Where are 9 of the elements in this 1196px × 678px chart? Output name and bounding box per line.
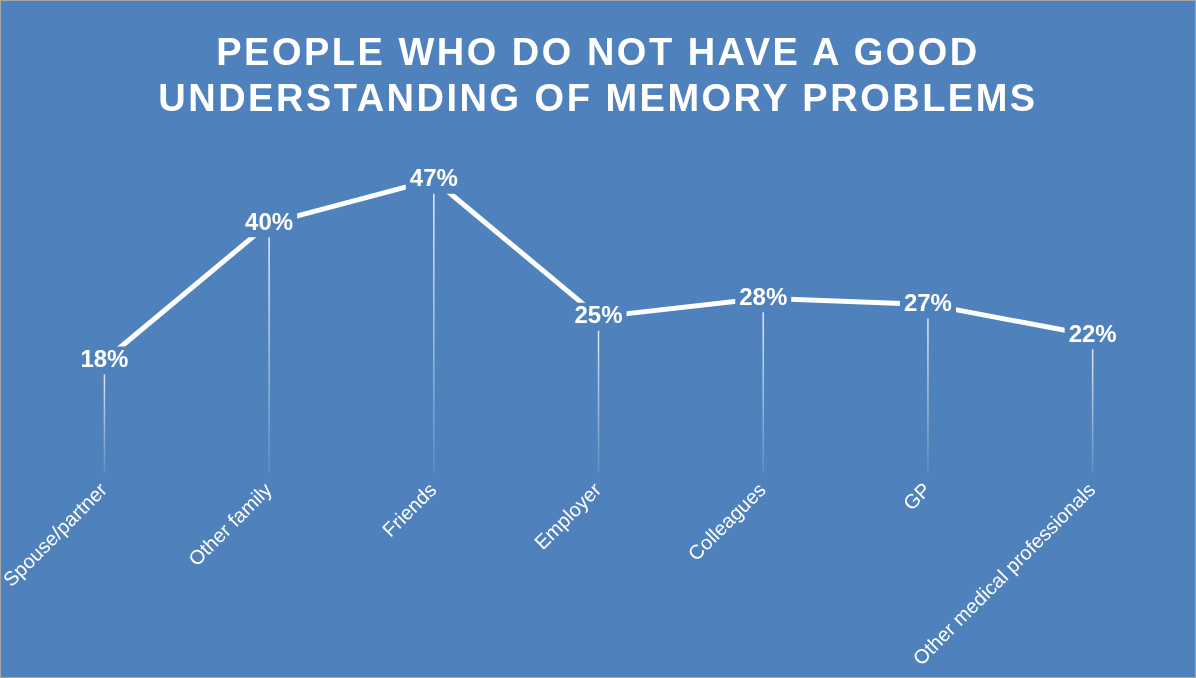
data-label: 28% <box>739 282 788 310</box>
chart-title: PEOPLE WHO DO NOT HAVE A GOOD UNDERSTANDING OF MEMORY PROBLEMS <box>157 30 1039 121</box>
data-label: 27% <box>903 289 952 317</box>
data-label: 40% <box>245 207 294 235</box>
data-label: 18% <box>80 345 129 373</box>
x-tick-label: GP <box>898 478 935 515</box>
data-label: 25% <box>574 301 623 329</box>
data-label: 47% <box>409 164 458 192</box>
data-label: 22% <box>1068 320 1117 348</box>
